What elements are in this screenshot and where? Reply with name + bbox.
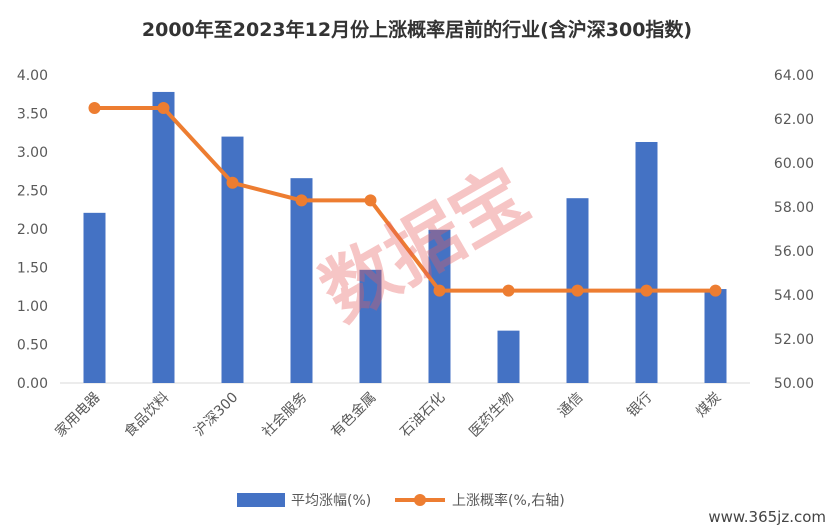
- bar-煤炭: [704, 289, 727, 383]
- line-point-有色金属: [364, 194, 377, 207]
- right-tick-label: 56.00: [774, 244, 814, 260]
- line-point-银行: [640, 284, 653, 297]
- category-label: 有色金属: [328, 389, 380, 441]
- legend-bar-label: 平均涨幅(%): [291, 493, 371, 509]
- left-axis-ticks: 0.00 0.50 1.00 1.50 2.00 2.50 3.00 3.50 4.00: [17, 68, 48, 392]
- line-point-社会服务: [295, 194, 308, 207]
- left-tick-label: 4.00: [17, 68, 48, 84]
- right-tick-label: 52.00: [774, 332, 814, 348]
- bar-有色金属: [359, 269, 382, 383]
- bar-沪深300: [221, 136, 244, 383]
- category-label: 沪深300: [191, 390, 241, 440]
- left-tick-label: 1.00: [17, 299, 48, 315]
- bar-石油石化: [428, 229, 451, 383]
- category-label: 石油石化: [397, 390, 448, 441]
- chart-title: 2000年至2023年12月份上涨概率居前的行业(含沪深300指数): [142, 18, 692, 41]
- legend-line-label: 上涨概率(%,右轴): [452, 492, 565, 509]
- line-point-医药生物: [502, 284, 515, 297]
- right-tick-label: 64.00: [774, 68, 814, 84]
- right-tick-label: 54.00: [774, 288, 814, 304]
- right-axis-ticks: 50.00 52.00 54.00 56.00 58.00 60.00 62.00 64.00: [774, 68, 814, 392]
- watermark: 数据宝: [307, 152, 542, 337]
- legend: 平均涨幅(%) 上涨概率(%,右轴): [237, 492, 565, 509]
- category-label: 煤炭: [693, 390, 724, 421]
- probability-line: [94, 106, 716, 293]
- category-label: 医药生物: [466, 390, 517, 441]
- category-labels: 家用电器 食品饮料 沪深300 社会服务 有色金属 石油石化 医药生物 通信 银行 煤炭: [52, 389, 725, 441]
- line-series: [88, 102, 722, 297]
- line-point-食品饮料: [157, 102, 170, 114]
- category-label: 家用电器: [52, 389, 104, 441]
- site-mark: www.365jz.com: [708, 508, 826, 526]
- bar-银行: [635, 141, 658, 383]
- right-tick-label: 50.00: [774, 376, 814, 392]
- bar-医药生物: [497, 330, 520, 383]
- line-point-通信: [571, 284, 584, 297]
- category-label: 社会服务: [259, 390, 310, 441]
- legend-bar-swatch: [237, 493, 285, 507]
- line-point-石油石化: [433, 284, 446, 297]
- category-label: 通信: [555, 390, 586, 421]
- left-tick-label: 2.00: [17, 222, 48, 238]
- bar-家用电器: [83, 212, 106, 383]
- left-tick-label: 0.50: [17, 338, 48, 354]
- line-point-家用电器: [88, 102, 101, 114]
- left-tick-label: 3.00: [17, 145, 48, 161]
- left-tick-label: 1.50: [17, 261, 48, 277]
- line-point-沪深300: [226, 176, 239, 189]
- left-tick-label: 0.00: [17, 376, 48, 392]
- legend-line-marker: [414, 494, 426, 506]
- category-label: 银行: [624, 390, 655, 421]
- left-tick-label: 2.50: [17, 184, 48, 200]
- watermark-text: 数据宝: [307, 152, 542, 337]
- line-point-煤炭: [709, 284, 722, 297]
- bar-食品饮料: [152, 91, 175, 383]
- bar-社会服务: [290, 178, 313, 383]
- right-tick-label: 58.00: [774, 200, 814, 216]
- left-tick-label: 3.50: [17, 107, 48, 123]
- right-tick-label: 62.00: [774, 112, 814, 128]
- right-tick-label: 60.00: [774, 156, 814, 172]
- category-label: 食品饮料: [121, 389, 173, 441]
